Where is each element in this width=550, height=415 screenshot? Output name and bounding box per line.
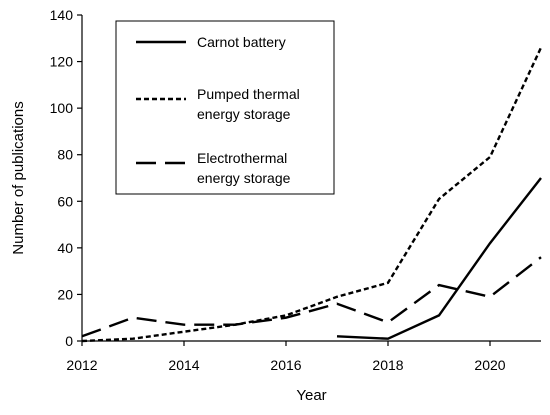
y-tick-label: 80	[57, 147, 73, 163]
y-tick-label: 0	[65, 333, 73, 349]
legend-label: Electrothermal	[197, 150, 287, 166]
series-line-0	[336, 177, 542, 340]
legend-label: energy storage	[197, 170, 291, 186]
x-tick-label: 2016	[270, 357, 301, 373]
legend-box	[115, 20, 335, 195]
y-tick-label: 120	[50, 54, 74, 70]
y-axis: 0 20 40 60 80 100 120 140	[50, 7, 83, 349]
legend-label: Carnot battery	[197, 34, 286, 50]
x-axis-title: Year	[296, 387, 326, 404]
x-tick-label: 2012	[66, 357, 97, 373]
legend: Carnot battery Pumped thermal energy stora…	[115, 20, 335, 195]
y-tick-label: 60	[57, 193, 73, 209]
series-line-1	[81, 47, 543, 343]
series-layer	[81, 47, 543, 343]
y-axis-title: Number of publications	[10, 101, 27, 254]
x-tick-label: 2020	[474, 357, 505, 373]
legend-label: energy storage	[197, 106, 291, 122]
y-tick-label: 20	[57, 286, 73, 302]
x-axis: 2012 2014 2016 2018 2020	[66, 340, 541, 373]
y-tick-label: 140	[50, 7, 74, 23]
x-tick-label: 2014	[168, 357, 199, 373]
x-tick-label: 2018	[372, 357, 403, 373]
legend-label: Pumped thermal	[197, 86, 300, 102]
series-line-2	[81, 256, 542, 338]
y-tick-label: 100	[50, 100, 74, 116]
y-tick-label: 40	[57, 240, 73, 256]
